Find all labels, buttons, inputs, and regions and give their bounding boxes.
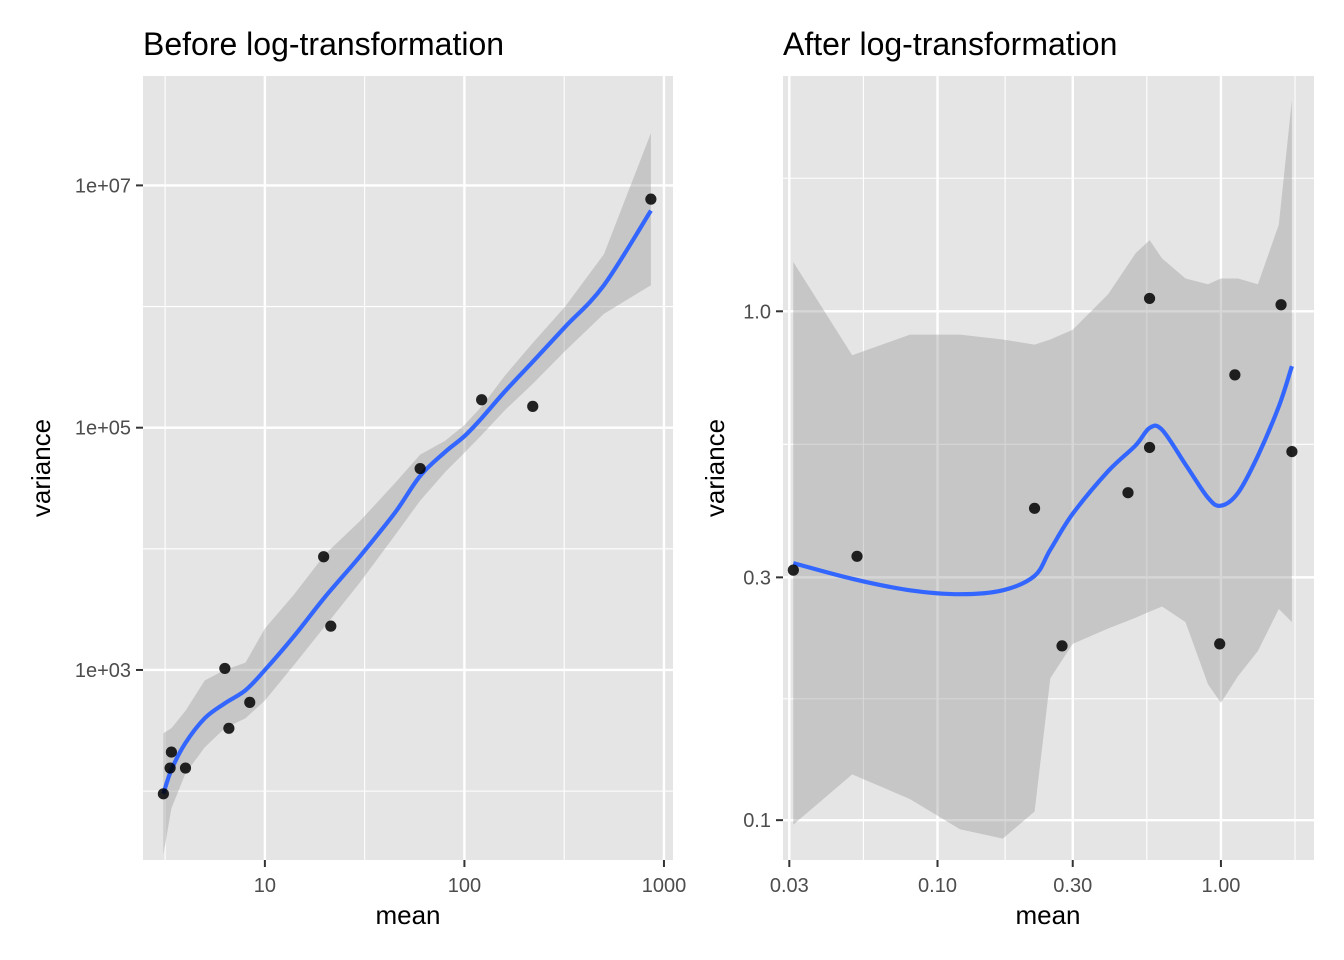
panel-after-y-ticks: 0.1 0.3 1.0	[743, 301, 783, 832]
x-tick-label: 0.10	[918, 875, 957, 897]
data-point	[1143, 292, 1156, 305]
y-tick-label: 0.3	[743, 567, 771, 589]
panel-after-x-axis-label: mean	[1015, 900, 1080, 930]
panel-after-y-axis-label: variance	[700, 419, 730, 517]
data-point	[318, 551, 330, 563]
panel-after-title: After log-transformation	[783, 26, 1117, 62]
panel-after: After log-transformation 0.03 0.10 0.30 1.0…	[700, 26, 1314, 930]
panel-after-x-ticks: 0.03 0.10 0.30 1.00	[770, 860, 1240, 897]
data-point	[1056, 640, 1068, 652]
x-tick-label: 0.30	[1053, 875, 1092, 897]
x-tick-label: 10	[254, 875, 276, 897]
data-point	[244, 696, 256, 708]
y-tick-label: 1e+03	[75, 660, 131, 682]
panel-before-smooth-line	[161, 209, 653, 795]
panel-before-y-ticks: 1e+03 1e+05 1e+07	[75, 175, 143, 682]
x-tick-label: 100	[448, 875, 481, 897]
data-point	[157, 788, 169, 800]
panel-after-confidence-ribbon	[793, 100, 1292, 839]
data-point	[165, 746, 177, 758]
data-point	[1028, 502, 1041, 514]
data-point	[1122, 487, 1134, 499]
y-tick-label: 0.1	[743, 810, 771, 832]
data-point	[223, 722, 235, 734]
data-point	[414, 462, 426, 475]
panel-before-background	[143, 76, 673, 860]
x-tick-label: 1000	[642, 875, 687, 897]
data-point	[1229, 369, 1241, 381]
data-point	[1286, 445, 1298, 458]
x-tick-label: 1.00	[1201, 875, 1240, 897]
data-point	[527, 400, 539, 412]
y-tick-label: 1e+05	[75, 418, 131, 440]
data-point	[325, 620, 337, 632]
y-tick-label: 1.0	[743, 301, 771, 323]
panel-before-y-axis-label: variance	[26, 419, 56, 517]
panel-after-gridlines	[783, 76, 1314, 860]
panel-before-title: Before log-transformation	[143, 26, 504, 62]
panel-after-smooth-line	[792, 365, 1294, 597]
panel-before-points	[157, 193, 657, 800]
panel-before: Before log-transformation 10 100 1000 1e+0…	[26, 26, 686, 930]
data-point	[219, 662, 231, 675]
panel-after-background	[783, 76, 1314, 860]
data-point	[179, 762, 192, 774]
data-point	[1143, 441, 1156, 454]
panel-before-x-ticks: 10 100 1000	[254, 860, 686, 897]
panel-after-points	[787, 292, 1298, 652]
panel-before-gridlines	[143, 76, 673, 860]
data-point	[1214, 638, 1226, 650]
panel-before-x-axis-label: mean	[375, 900, 440, 930]
data-point	[851, 550, 863, 562]
y-tick-label: 1e+07	[75, 175, 131, 197]
data-point	[476, 394, 488, 406]
data-point	[787, 564, 799, 576]
x-tick-label: 0.03	[770, 875, 809, 897]
data-point	[645, 193, 657, 205]
data-point	[164, 762, 176, 774]
data-point	[1275, 299, 1287, 311]
